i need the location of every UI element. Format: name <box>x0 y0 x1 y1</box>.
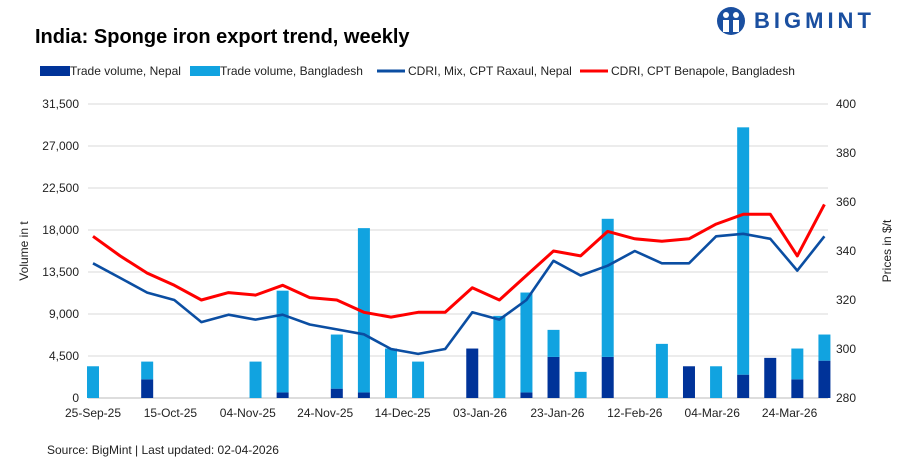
chart-title: India: Sponge iron export trend, weekly <box>35 26 410 48</box>
bar-bangladesh <box>574 371 587 398</box>
bar-nepal <box>818 360 831 398</box>
y-tick-label: 27,000 <box>42 139 79 153</box>
legend-swatch <box>190 66 220 76</box>
bar-bangladesh <box>357 228 370 393</box>
bar-bangladesh <box>547 329 560 357</box>
bar-nepal <box>764 357 777 398</box>
bar-nepal <box>682 366 695 398</box>
y2-tick-label: 340 <box>836 244 856 258</box>
y-tick-label: 31,500 <box>42 97 79 111</box>
x-tick-label: 15-Oct-25 <box>144 406 198 420</box>
y2-tick-label: 360 <box>836 195 856 209</box>
x-tick-label: 24-Mar-26 <box>762 406 818 420</box>
bar-bangladesh <box>330 334 343 389</box>
x-tick-label: 14-Dec-25 <box>375 406 431 420</box>
y2-tick-label: 380 <box>836 146 856 160</box>
bar-bangladesh <box>818 334 831 361</box>
bar-nepal <box>547 356 560 398</box>
bigmint-logo: BIGMINT <box>716 6 875 36</box>
bar-nepal <box>601 356 614 398</box>
bar-bangladesh <box>710 366 723 398</box>
x-tick-label: 12-Feb-26 <box>607 406 663 420</box>
y2-tick-label: 300 <box>836 342 856 356</box>
y-axis-label: Volume in t <box>17 221 31 281</box>
y2-tick-label: 280 <box>836 391 856 405</box>
bar-bangladesh <box>655 343 668 398</box>
x-tick-label: 23-Jan-26 <box>530 406 584 420</box>
bar-bangladesh <box>520 292 533 393</box>
bar-nepal <box>141 379 154 398</box>
source-note: Source: BigMint | Last updated: 02-04-20… <box>47 443 279 457</box>
y-tick-label: 22,500 <box>42 181 79 195</box>
legend-label: Trade volume, Nepal <box>70 64 181 78</box>
bar-bangladesh <box>493 315 506 398</box>
line-raxaul <box>92 232 826 356</box>
bar-bangladesh <box>249 361 262 398</box>
bar-nepal <box>276 392 289 398</box>
y2-tick-label: 320 <box>836 293 856 307</box>
bar-nepal <box>737 374 750 398</box>
bar-nepal <box>791 379 804 398</box>
x-tick-label: 04-Nov-25 <box>220 406 276 420</box>
bar-bangladesh <box>412 361 425 398</box>
y-tick-label: 0 <box>72 391 79 405</box>
x-tick-label: 25-Sep-25 <box>65 406 121 420</box>
bar-bangladesh <box>384 348 397 398</box>
y-tick-label: 4,500 <box>49 349 79 363</box>
bar-bangladesh <box>141 361 154 380</box>
legend-label: CDRI, CPT Benapole, Bangladesh <box>611 64 795 78</box>
x-tick-label: 03-Jan-26 <box>453 406 507 420</box>
legend-label: Trade volume, Bangladesh <box>220 64 363 78</box>
y2-axis-label: Prices in $/t <box>880 219 894 282</box>
logo-icon <box>717 7 745 35</box>
bar-nepal <box>466 348 479 398</box>
x-tick-label: 04-Mar-26 <box>685 406 741 420</box>
bar-nepal <box>520 392 533 398</box>
bar-bangladesh <box>87 366 99 398</box>
x-tick-label: 24-Nov-25 <box>297 406 353 420</box>
y-tick-label: 9,000 <box>49 307 79 321</box>
bar-nepal <box>330 388 343 398</box>
legend-swatch <box>40 66 70 76</box>
bar-bangladesh <box>276 290 289 393</box>
bar-bangladesh <box>737 127 750 375</box>
y2-tick-label: 400 <box>836 97 856 111</box>
bar-nepal <box>357 392 370 398</box>
legend-label: CDRI, Mix, CPT Raxaul, Nepal <box>408 64 572 78</box>
bar-bangladesh <box>791 348 804 380</box>
y-tick-label: 18,000 <box>42 223 79 237</box>
logo-text: BIGMINT <box>754 8 875 33</box>
bar-bangladesh <box>601 218 614 357</box>
y-tick-label: 13,500 <box>42 265 79 279</box>
line-benapole <box>92 203 826 319</box>
